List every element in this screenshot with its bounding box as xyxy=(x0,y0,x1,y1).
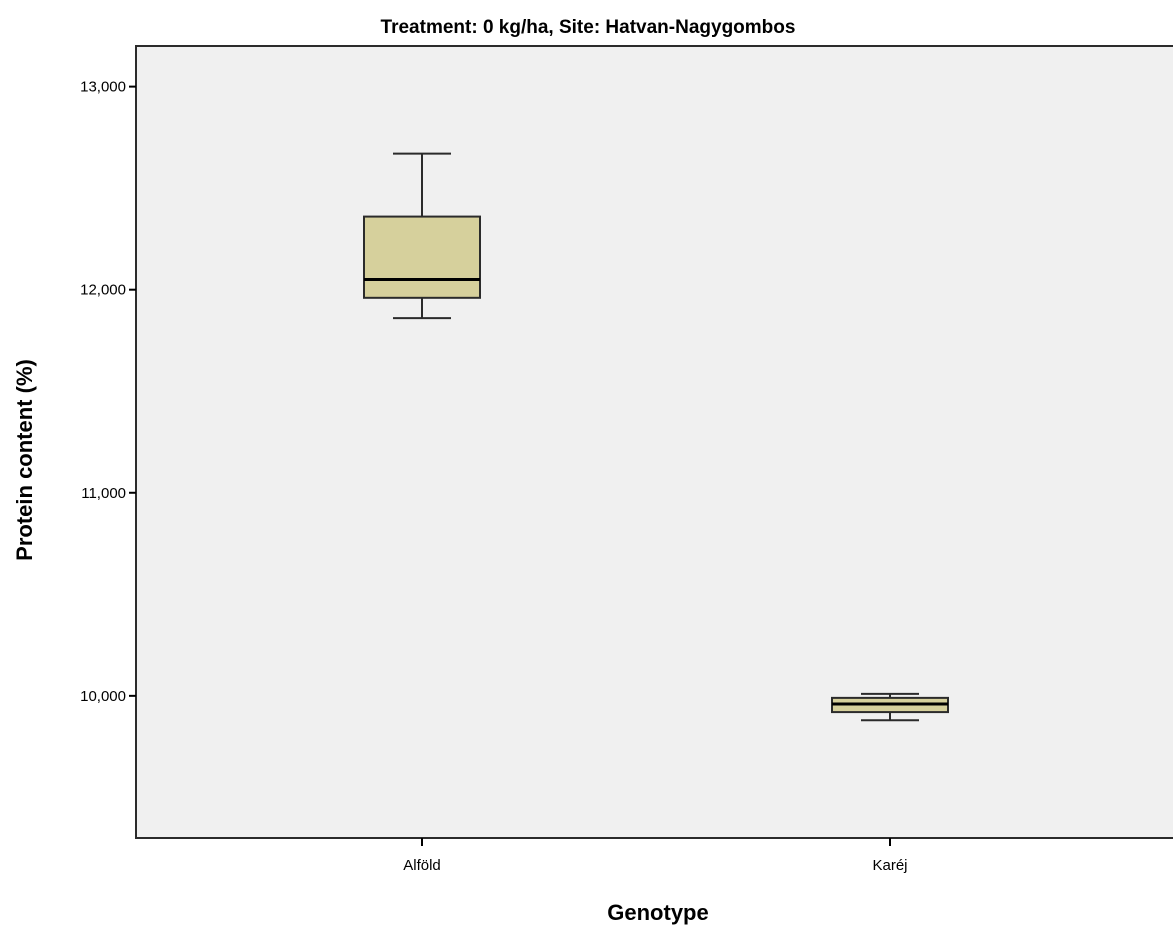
boxes-group xyxy=(363,152,949,722)
x-tick-label: Karéj xyxy=(872,857,907,874)
x-axis-title: Genotype xyxy=(607,900,708,925)
y-tick-label: 10,000 xyxy=(80,688,126,705)
box-karej xyxy=(831,692,949,722)
chart-title: Treatment: 0 kg/ha, Site: Hatvan-Nagygom… xyxy=(381,17,796,38)
y-axis-title: Protein content (%) xyxy=(12,359,37,561)
y-tick-label: 11,000 xyxy=(81,485,126,502)
iqr-box xyxy=(363,215,481,299)
y-tick-label: 12,000 xyxy=(80,282,126,299)
y-tick-label: 13,000 xyxy=(80,79,126,96)
x-tick-label: Alföld xyxy=(403,857,441,874)
y-axis: 10,000 11,000 12,000 13,000 xyxy=(80,79,136,705)
plot-area xyxy=(135,45,1173,839)
x-axis: Alföld Karéj xyxy=(403,838,908,874)
box-alfold xyxy=(363,152,481,320)
